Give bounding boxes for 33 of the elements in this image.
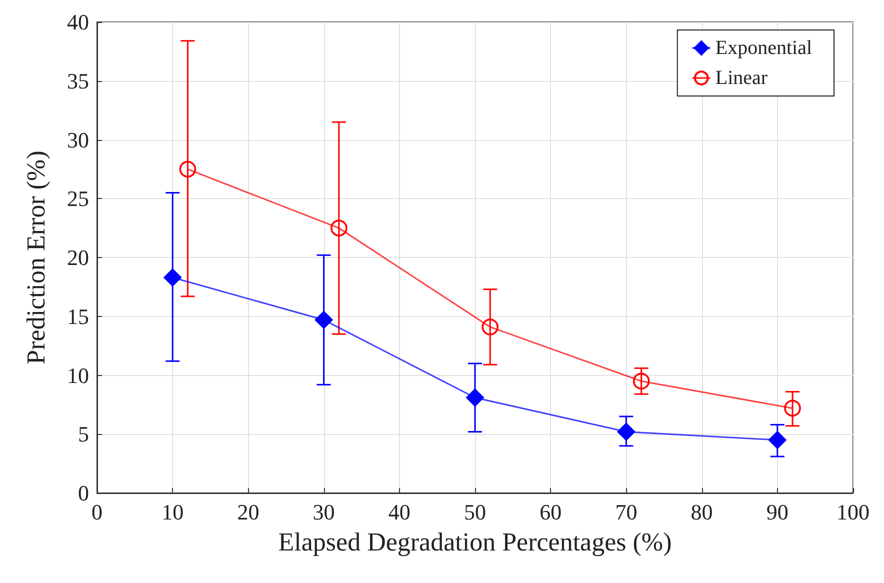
y-tick-label: 15 — [67, 304, 89, 329]
y-tick-label: 10 — [67, 362, 89, 388]
legend-label: Linear — [715, 67, 768, 89]
point — [632, 372, 650, 390]
point — [179, 160, 196, 178]
y-tick-label: 30 — [67, 127, 89, 152]
y-tick-label: 25 — [67, 186, 89, 212]
point — [314, 311, 333, 329]
y-axis-title: Prediction Error (%) — [22, 150, 50, 364]
x-axis-title: Elapsed Degradation Percentages (%) — [278, 528, 672, 556]
point — [482, 318, 499, 336]
x-tick-label: 50 — [464, 500, 486, 524]
y-tick-label: 0 — [78, 480, 89, 506]
y-tick-label: 20 — [67, 245, 89, 270]
point — [330, 220, 348, 236]
x-tick-label: 20 — [237, 500, 260, 524]
x-tick-label: 40 — [388, 500, 410, 524]
x-tick-label: 10 — [162, 500, 184, 524]
x-tick-label: 70 — [615, 500, 638, 524]
y-tick-label: 5 — [78, 422, 89, 447]
x-tick-label: 90 — [766, 500, 788, 524]
point — [784, 400, 801, 417]
y-tick-label: 35 — [67, 68, 89, 94]
x-tick-label: 30 — [312, 500, 335, 524]
x-tick-label: 80 — [690, 500, 713, 524]
legend-label: Exponential — [715, 37, 812, 59]
y-tick-label: 40 — [67, 10, 89, 34]
point — [617, 422, 636, 441]
x-tick-label: 100 — [836, 500, 870, 524]
point — [768, 431, 786, 449]
point — [164, 268, 182, 286]
x-tick-label: 60 — [540, 500, 562, 524]
point — [466, 388, 484, 407]
